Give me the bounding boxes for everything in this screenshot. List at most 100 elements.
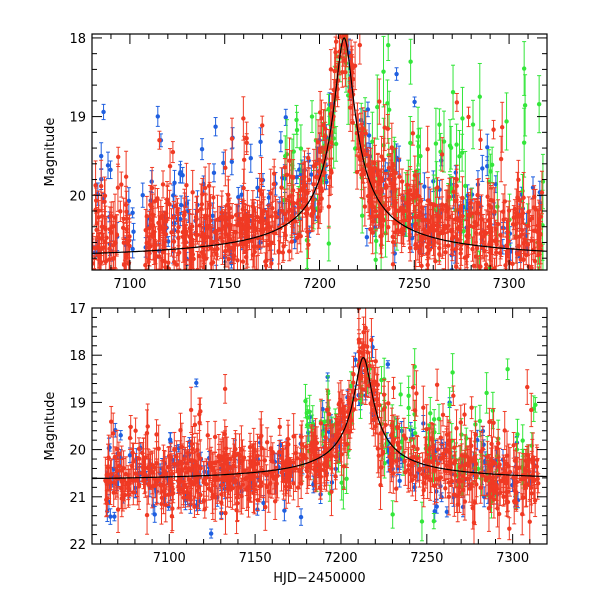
data-point [167, 164, 173, 169]
data-point [541, 272, 545, 276]
data-point [92, 245, 96, 250]
data-point [340, 22, 344, 26]
data-point [178, 169, 183, 175]
data-point [433, 258, 438, 264]
data-point [381, 157, 386, 163]
data-point [386, 165, 392, 171]
data-point [333, 50, 338, 55]
data-point [423, 229, 428, 234]
x-tick-label: 7100 [113, 277, 146, 292]
data-point [478, 137, 483, 142]
data-point [116, 154, 121, 160]
data-point [149, 185, 155, 191]
data-point [447, 194, 452, 200]
data-point [362, 204, 368, 209]
data-point [391, 239, 396, 245]
data-point [155, 114, 161, 119]
data-point [428, 201, 433, 207]
data-point [211, 170, 217, 176]
data-point [165, 201, 170, 206]
plot-area [92, 1, 547, 303]
data-point [257, 188, 263, 193]
data-point [499, 125, 505, 130]
data-point [344, 23, 348, 27]
series-red [92, 13, 545, 303]
data-point [222, 254, 227, 260]
data-point [386, 107, 392, 113]
data-point [150, 234, 156, 239]
data-point [269, 261, 274, 266]
data-point [365, 193, 371, 199]
data-point [306, 177, 312, 183]
data-point [180, 234, 186, 240]
data-point [407, 188, 413, 193]
data-point [470, 122, 476, 127]
data-point [519, 228, 525, 233]
data-point [412, 99, 417, 105]
data-point [522, 103, 528, 108]
data-point [102, 199, 107, 204]
data-point [115, 292, 119, 296]
data-point [380, 223, 385, 228]
data-point [210, 260, 216, 265]
data-point [258, 139, 263, 145]
data-point [425, 147, 430, 152]
data-point [415, 214, 421, 220]
data-point [200, 192, 205, 197]
data-point [360, 126, 366, 131]
data-point [358, 133, 364, 139]
data-point [303, 211, 309, 216]
data-point [268, 191, 273, 196]
data-point [211, 195, 216, 200]
data-point [236, 194, 241, 200]
data-point [284, 172, 290, 178]
data-point [235, 258, 240, 263]
data-point [152, 199, 158, 204]
data-point [443, 250, 448, 255]
data-point [229, 159, 235, 165]
data-point [342, 1, 346, 5]
data-point [341, 13, 345, 17]
data-point [274, 214, 280, 220]
data-point [317, 146, 323, 151]
data-point [223, 165, 228, 171]
data-point [365, 107, 371, 112]
y-tick-label: 20 [69, 189, 86, 204]
data-point [184, 183, 189, 188]
top-panel: 7100 7150 7200 7250 7300 18 19 20 Magnitude [43, 1, 548, 303]
data-point [328, 168, 334, 173]
data-point [375, 168, 381, 174]
data-point [504, 119, 509, 124]
data-point [453, 170, 459, 175]
data-point [311, 182, 316, 187]
data-point [191, 256, 196, 262]
data-point [159, 273, 163, 277]
data-point [309, 114, 315, 119]
data-point [378, 191, 383, 197]
data-point [436, 223, 441, 228]
data-point [174, 262, 180, 267]
data-point [391, 199, 396, 204]
data-point [271, 181, 277, 187]
data-point [449, 186, 454, 191]
data-point [255, 214, 260, 220]
data-point [266, 195, 272, 200]
data-point [120, 225, 126, 231]
data-point [364, 235, 370, 240]
data-point [270, 206, 275, 211]
data-point [219, 210, 225, 215]
data-point [203, 215, 209, 221]
data-point [229, 214, 235, 220]
data-point [176, 224, 181, 230]
data-point [516, 243, 521, 249]
data-point [194, 208, 200, 214]
data-point [219, 299, 223, 303]
data-point [526, 209, 532, 214]
data-point [503, 263, 508, 268]
data-point [306, 155, 311, 161]
data-point [412, 223, 418, 229]
data-point [519, 232, 524, 237]
data-point [98, 270, 102, 274]
data-point [454, 142, 459, 147]
data-point [343, 23, 347, 27]
